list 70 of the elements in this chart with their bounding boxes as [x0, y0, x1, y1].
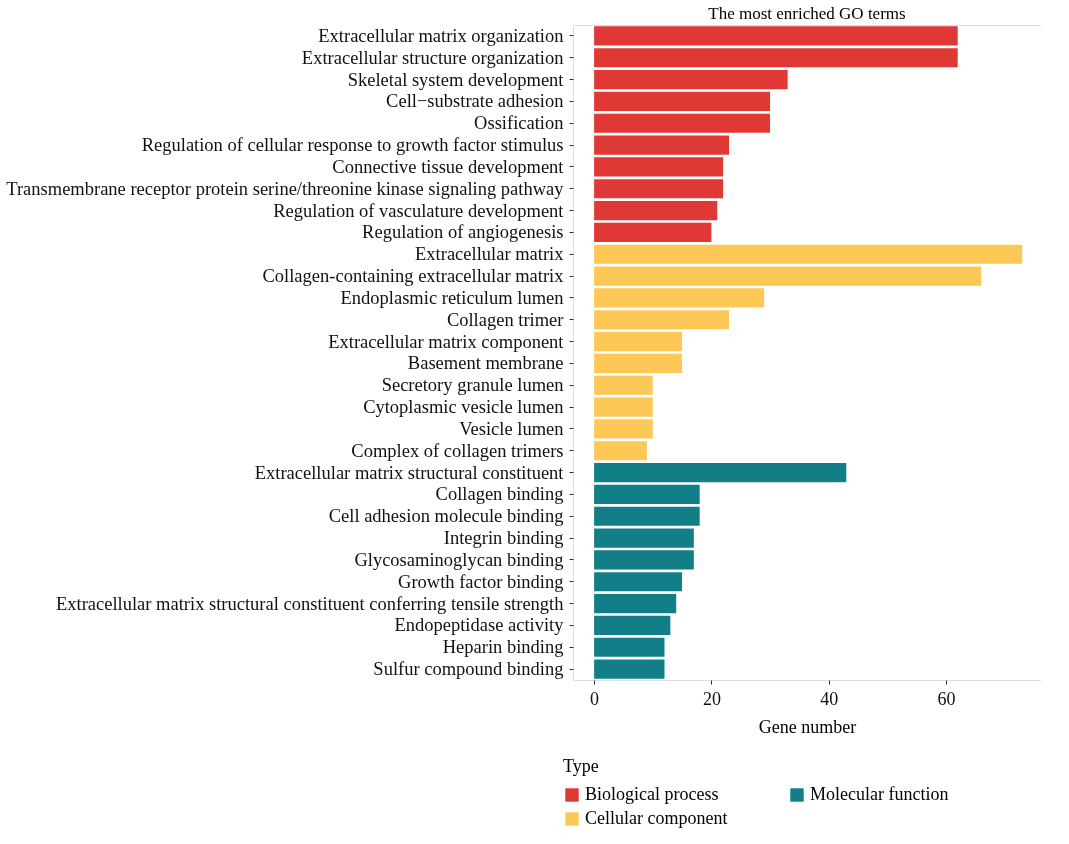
- y-tick-label: Basement membrane: [407, 353, 564, 374]
- bar: [594, 48, 958, 68]
- bar: [594, 26, 958, 46]
- bar: [594, 266, 982, 286]
- y-tick-label: Cytoplasmic vesicle lumen: [363, 397, 564, 418]
- bar: [594, 506, 700, 526]
- x-tick-label: 0: [590, 688, 600, 709]
- y-tick-label: Extracellular matrix structural constituent conferring tensile strength: [55, 593, 564, 614]
- legend-label: Cellular component: [585, 808, 728, 828]
- x-tick-label: 20: [702, 688, 721, 709]
- bar: [594, 550, 694, 570]
- bar: [594, 222, 712, 243]
- bar: [594, 593, 677, 614]
- x-axis-title: Gene number: [758, 716, 857, 737]
- bar: [594, 244, 1023, 264]
- bar: [594, 441, 647, 461]
- y-tick-label: Regulation of cellular response to growth factor stimulus: [141, 135, 564, 156]
- y-tick-label: Skeletal system development: [347, 69, 565, 90]
- y-tick-label: Regulation of vasculature development: [273, 200, 565, 221]
- bar: [594, 615, 671, 636]
- y-tick-label: Secretory granule lumen: [381, 375, 564, 396]
- bar: [594, 135, 729, 155]
- bar: [594, 310, 729, 330]
- y-tick-label: Endopeptidase activity: [394, 615, 565, 636]
- bar: [594, 397, 653, 417]
- x-tick-label: 60: [937, 688, 956, 709]
- y-tick-label: Ossification: [474, 113, 564, 134]
- bar: [594, 91, 771, 112]
- y-tick-label: Transmembrane receptor protein serine/threonine kinase signaling pathway: [6, 178, 565, 199]
- legend-title: Type: [563, 756, 599, 776]
- legend-label: Biological process: [585, 784, 719, 804]
- y-tick-label: Collagen binding: [435, 484, 564, 505]
- bar: [594, 484, 700, 505]
- bar: [594, 331, 683, 352]
- y-tick-label: Cell adhesion molecule binding: [328, 506, 564, 527]
- y-tick-label: Extracellular structure organization: [301, 47, 564, 68]
- x-tick-label: 40: [820, 688, 839, 709]
- chart-title: The most enriched GO terms: [708, 4, 906, 23]
- y-tick-label: Extracellular matrix component: [328, 331, 565, 352]
- bar: [594, 659, 665, 679]
- bar: [594, 157, 724, 177]
- y-tick-label: Sulfur compound binding: [373, 659, 564, 680]
- bar: [594, 113, 771, 133]
- y-tick-label: Collagen trimer: [446, 309, 564, 330]
- bar: [594, 572, 683, 592]
- y-tick-label: Cell−substrate adhesion: [386, 91, 564, 112]
- y-tick-label: Extracellular matrix: [415, 244, 565, 265]
- bar: [594, 69, 788, 90]
- y-tick-label: Connective tissue development: [332, 156, 565, 177]
- y-tick-label: Extracellular matrix organization: [318, 25, 564, 46]
- bar: [594, 375, 653, 395]
- bar: [594, 288, 765, 308]
- y-tick-label: Glycosaminoglycan binding: [354, 549, 564, 570]
- bar: [594, 179, 724, 199]
- y-tick-label: Complex of collagen trimers: [351, 440, 564, 461]
- y-tick-label: Extracellular matrix structural constituent: [254, 462, 565, 483]
- bar: [594, 200, 718, 221]
- y-tick-label: Regulation of angiogenesis: [362, 222, 564, 243]
- bar: [594, 353, 683, 374]
- y-tick-label: Heparin binding: [442, 637, 564, 658]
- bar: [594, 462, 847, 483]
- y-tick-label: Endoplasmic reticulum lumen: [340, 287, 564, 308]
- y-tick-label: Vesicle lumen: [459, 418, 564, 439]
- y-tick-label: Growth factor binding: [398, 571, 564, 592]
- bar: [594, 528, 694, 548]
- legend-label: Molecular function: [810, 784, 949, 804]
- bar: [594, 419, 653, 439]
- bar: [594, 637, 665, 657]
- y-tick-label: Collagen-containing extracellular matrix: [262, 266, 565, 287]
- y-tick-label: Integrin binding: [443, 528, 564, 549]
